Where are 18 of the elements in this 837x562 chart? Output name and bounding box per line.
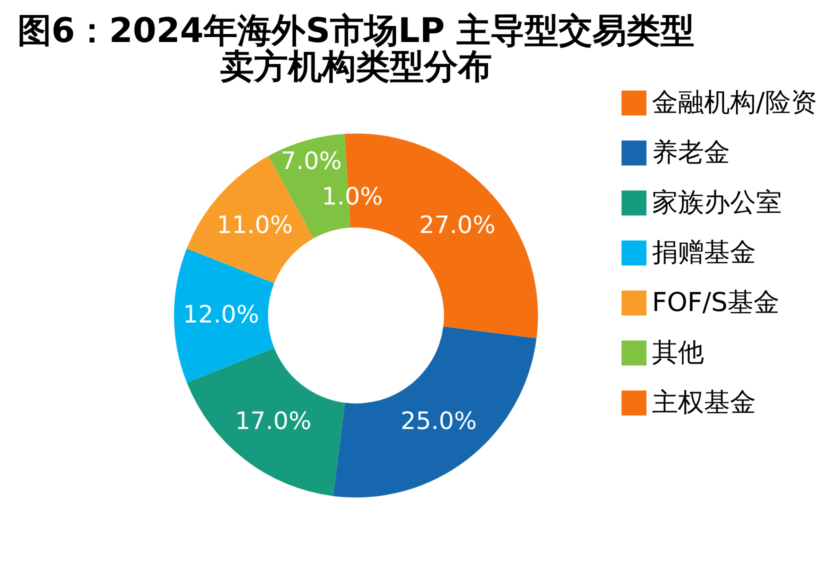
legend-label: 家族办公室	[652, 188, 782, 218]
legend-label: 金融机构/险资	[652, 88, 817, 118]
donut-slice	[186, 348, 345, 496]
data-label: 12.0%	[182, 300, 260, 328]
data-label: 27.0%	[419, 211, 496, 240]
data-label: 17.0%	[235, 407, 312, 436]
data-label: 11.0%	[216, 211, 293, 240]
data-label: 1.0%	[322, 182, 383, 211]
donut-slice	[333, 326, 537, 498]
legend-label: FOF/S基金	[652, 288, 780, 318]
legend-label: 捐赠基金	[652, 238, 756, 268]
data-label: 25.0%	[400, 407, 477, 436]
donut-slice	[174, 248, 274, 382]
legend-label: 养老金	[652, 138, 730, 168]
text: 卖方机构类型分布	[220, 47, 492, 87]
legend-label: 主权基金	[652, 388, 756, 418]
data-label: 7.0%	[280, 146, 342, 175]
legend-label: 其他	[652, 338, 704, 368]
